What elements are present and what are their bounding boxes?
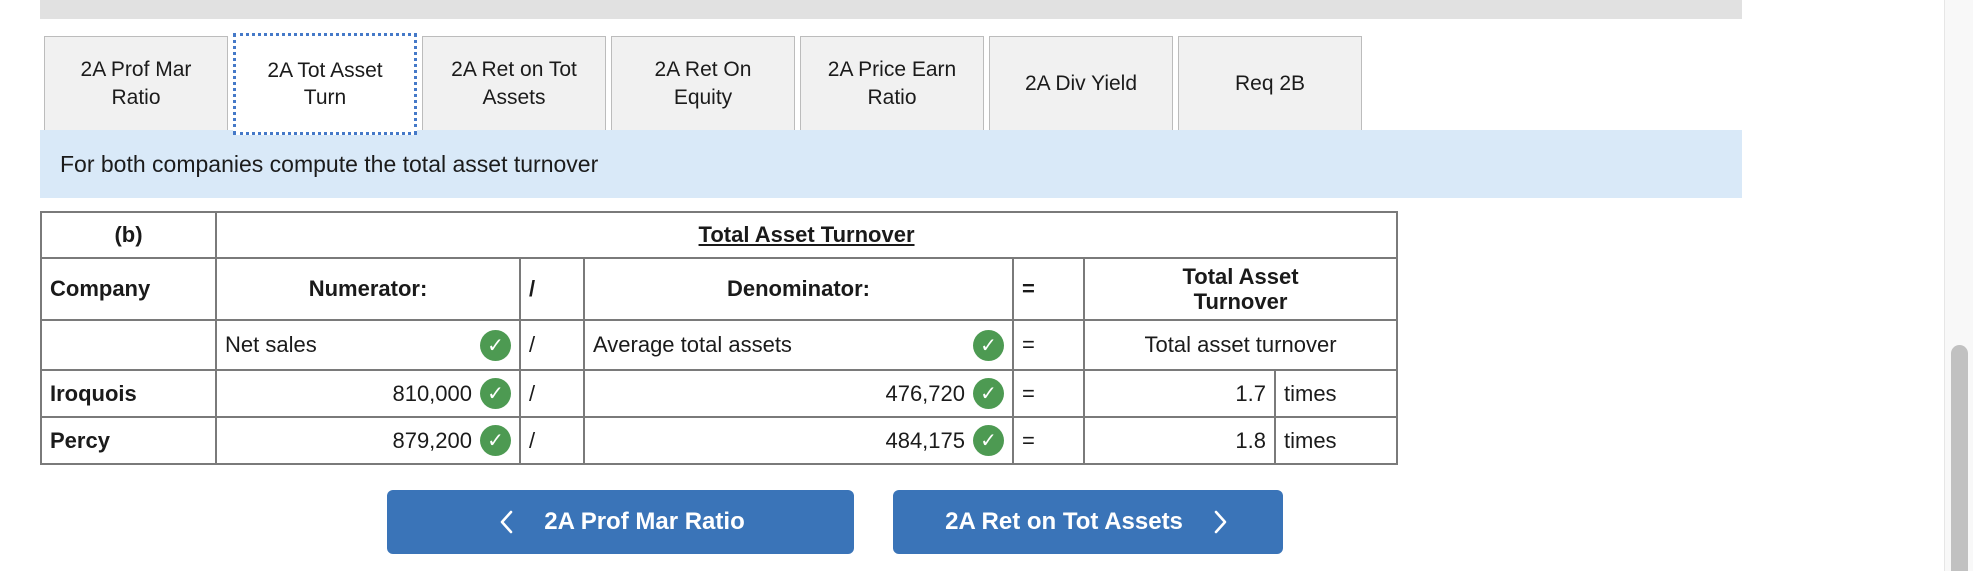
check-icon: ✓ xyxy=(973,378,1004,409)
check-icon: ✓ xyxy=(480,425,511,456)
check-icon: ✓ xyxy=(973,329,1004,361)
formula-result-cell: Total asset turnover xyxy=(1082,319,1399,371)
tab-label: 2A Tot Asset Turn xyxy=(267,58,383,109)
company-name-cell: Percy xyxy=(40,416,217,465)
denominator-value-cell[interactable]: 484,175 ✓ xyxy=(583,416,1014,465)
vertical-scrollbar-thumb[interactable] xyxy=(1951,345,1968,571)
tab-label: 2A Price Earn Ratio xyxy=(827,58,957,109)
tab-2a-prof-mar-ratio[interactable]: 2A Prof Mar Ratio xyxy=(44,36,228,131)
tab-label: 2A Div Yield xyxy=(1024,71,1138,95)
denominator-header: Denominator: xyxy=(583,257,1014,321)
tab-label: 2A Ret On Equity xyxy=(654,58,752,109)
formula-numerator-cell[interactable]: Net sales ✓ xyxy=(215,319,521,371)
tab-2a-ret-on-tot-assets[interactable]: 2A Ret on Tot Assets xyxy=(422,36,606,131)
numerator-value-cell[interactable]: 810,000 ✓ xyxy=(215,369,521,418)
tab-label: 2A Ret on Tot Assets xyxy=(451,58,577,109)
total-asset-turnover-table: (b) Total Asset Turnover Company Numerat… xyxy=(40,211,1399,465)
equals-symbol: = xyxy=(1012,319,1085,371)
formula-denominator-label: Average total assets xyxy=(593,332,792,357)
unit-cell: times xyxy=(1273,416,1399,465)
result-value-cell[interactable]: 1.7 xyxy=(1083,369,1276,418)
chevron-left-icon xyxy=(500,510,513,534)
divide-symbol: / xyxy=(519,319,585,371)
instruction-text: For both companies compute the total ass… xyxy=(60,150,599,177)
prev-button-label: 2A Prof Mar Ratio xyxy=(544,508,745,535)
tab-req-2b[interactable]: Req 2B xyxy=(1178,36,1362,131)
numerator-header: Numerator: xyxy=(215,257,521,321)
corner-label-cell: (b) xyxy=(40,211,217,259)
equals-symbol-header: = xyxy=(1012,257,1085,321)
formula-numerator-label: Net sales xyxy=(225,332,317,357)
formula-denominator-cell[interactable]: Average total assets ✓ xyxy=(583,319,1014,371)
divide-symbol-header: / xyxy=(519,257,585,321)
tab-label: Req 2B xyxy=(1234,71,1306,95)
numerator-value-cell[interactable]: 879,200 ✓ xyxy=(215,416,521,465)
result-header: Total Asset Turnover xyxy=(1182,263,1299,314)
denominator-value: 476,720 xyxy=(885,380,965,406)
instruction-banner: For both companies compute the total ass… xyxy=(40,130,1742,198)
company-name-cell: Iroquois xyxy=(40,369,217,418)
vertical-scrollbar-track[interactable] xyxy=(1944,0,1973,571)
tab-label: 2A Prof Mar Ratio xyxy=(80,58,192,109)
numerator-value: 810,000 xyxy=(392,380,472,406)
table-title: Total Asset Turnover xyxy=(698,222,915,247)
result-header-cell: Total Asset Turnover xyxy=(1082,257,1399,321)
table-title-cell: Total Asset Turnover xyxy=(214,211,1399,259)
company-header: Company xyxy=(40,257,217,321)
unit-cell: times xyxy=(1273,369,1399,418)
check-icon: ✓ xyxy=(973,425,1004,456)
check-icon: ✓ xyxy=(480,329,511,361)
tab-2a-tot-asset-turn[interactable]: 2A Tot Asset Turn xyxy=(233,33,417,135)
next-tab-button[interactable]: 2A Ret on Tot Assets xyxy=(893,490,1283,554)
horizontal-scrollbar-track[interactable] xyxy=(40,0,1742,19)
equals-symbol: = xyxy=(1012,416,1085,465)
tab-2a-div-yield[interactable]: 2A Div Yield xyxy=(989,36,1173,131)
company-name-cell xyxy=(40,319,217,371)
divide-symbol: / xyxy=(519,416,585,465)
chevron-right-icon xyxy=(1214,510,1227,534)
result-value-cell[interactable]: 1.8 xyxy=(1083,416,1276,465)
prev-tab-button[interactable]: 2A Prof Mar Ratio xyxy=(387,490,854,554)
next-button-label: 2A Ret on Tot Assets xyxy=(945,508,1183,535)
check-icon: ✓ xyxy=(480,378,511,409)
numerator-value: 879,200 xyxy=(392,427,472,453)
divide-symbol: / xyxy=(519,369,585,418)
equals-symbol: = xyxy=(1012,369,1085,418)
tab-2a-ret-on-equity[interactable]: 2A Ret On Equity xyxy=(611,36,795,131)
denominator-value-cell[interactable]: 476,720 ✓ xyxy=(583,369,1014,418)
tab-strip: 2A Prof Mar Ratio 2A Tot Asset Turn 2A R… xyxy=(40,33,1742,135)
tab-2a-price-earn-ratio[interactable]: 2A Price Earn Ratio xyxy=(800,36,984,131)
denominator-value: 484,175 xyxy=(885,427,965,453)
